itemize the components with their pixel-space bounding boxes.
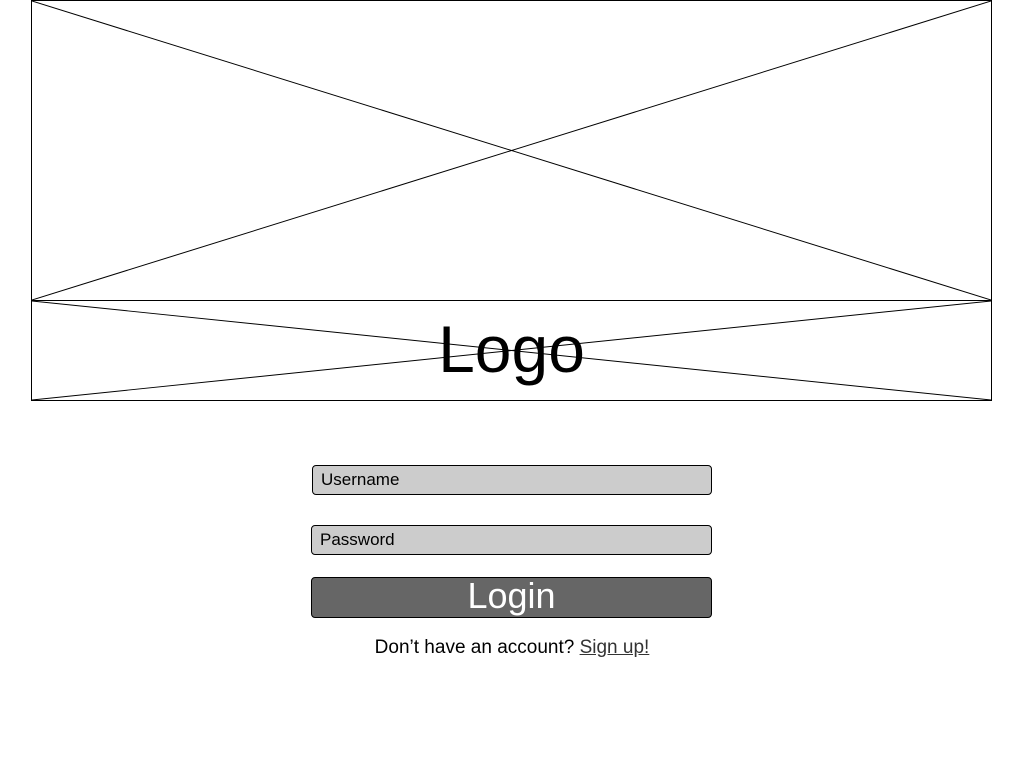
logo-text: Logo (438, 311, 585, 386)
login-button[interactable]: Login (311, 577, 712, 618)
password-input[interactable] (311, 525, 712, 555)
signup-prompt-text: Don’t have an account? (374, 637, 580, 658)
image-placeholder-icon (32, 1, 991, 300)
signup-prompt-line: Don’t have an account? Sign up! (0, 636, 1024, 660)
logo-placeholder: Logo (31, 300, 992, 401)
signup-link[interactable]: Sign up! (579, 637, 650, 658)
image-placeholder-icon (32, 301, 991, 400)
username-input[interactable] (312, 465, 712, 495)
hero-image-placeholder (31, 0, 992, 301)
